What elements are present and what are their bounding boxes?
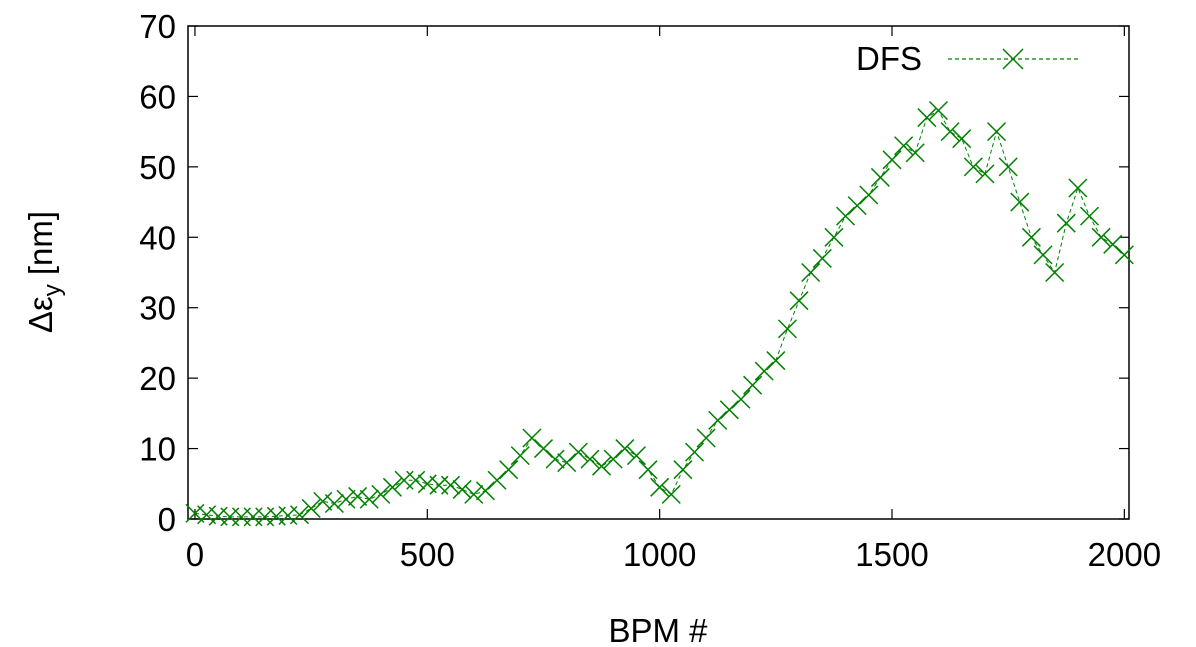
data-point xyxy=(1068,178,1088,198)
data-point xyxy=(499,460,519,480)
data-point xyxy=(859,185,879,205)
data-point xyxy=(615,439,635,459)
data-point xyxy=(510,446,530,466)
data-point xyxy=(313,491,333,511)
data-point xyxy=(882,150,902,170)
data-point xyxy=(348,486,368,506)
data-point xyxy=(870,167,890,187)
y-tick-label: 20 xyxy=(139,360,176,397)
legend-label-dfs: DFS xyxy=(856,40,922,77)
data-point xyxy=(1045,262,1065,283)
data-point xyxy=(359,489,379,509)
data-point xyxy=(801,262,821,283)
data-point xyxy=(731,389,751,409)
data-point xyxy=(382,477,402,497)
data-point xyxy=(592,456,612,476)
data-point xyxy=(580,449,600,469)
data-point xyxy=(963,157,983,177)
data-point xyxy=(696,428,716,448)
data-point xyxy=(1056,213,1076,233)
y-axis: 0 10 20 30 40 50 60 70 xyxy=(139,8,1129,538)
data-point xyxy=(301,498,321,518)
data-point xyxy=(777,319,797,339)
y-axis-label: Δεy [nm] xyxy=(22,211,66,333)
y-tick-label: 70 xyxy=(139,8,176,45)
data-point xyxy=(626,446,646,466)
data-point xyxy=(789,291,809,311)
data-point xyxy=(684,442,705,462)
y-tick-label: 30 xyxy=(139,290,176,327)
data-point xyxy=(940,122,960,142)
data-point xyxy=(975,164,995,184)
data-point xyxy=(952,129,972,149)
x-tick-label: 0 xyxy=(186,536,204,573)
x-axis-label: BPM # xyxy=(608,612,708,647)
series-line-dfs xyxy=(194,109,1125,518)
data-point xyxy=(1021,227,1041,247)
data-point xyxy=(638,460,658,480)
data-point xyxy=(1033,245,1053,265)
data-point xyxy=(336,489,356,509)
x-axis: 0 500 1000 1500 2000 xyxy=(186,26,1161,573)
data-point xyxy=(673,460,693,480)
data-point xyxy=(766,351,786,371)
data-point xyxy=(1091,227,1111,247)
data-point xyxy=(371,484,391,504)
y-tick-label: 60 xyxy=(139,78,176,115)
y-tick-label: 50 xyxy=(139,149,176,186)
data-point xyxy=(324,493,344,514)
data-point xyxy=(812,248,832,268)
data-point xyxy=(452,479,472,499)
data-point xyxy=(441,475,461,495)
data-point xyxy=(545,449,565,469)
legend: DFS xyxy=(856,40,1078,77)
data-point xyxy=(568,442,588,462)
y-tick-label: 10 xyxy=(139,431,176,468)
data-point xyxy=(894,136,914,156)
data-point xyxy=(928,100,949,121)
x-tick-label: 500 xyxy=(400,536,455,573)
data-point xyxy=(406,470,426,490)
data-point xyxy=(661,484,681,504)
x-tick-label: 1500 xyxy=(855,536,928,573)
y-tick-label: 40 xyxy=(139,219,176,256)
data-point xyxy=(998,157,1018,177)
data-point xyxy=(1079,206,1100,226)
y-tick-label: 0 xyxy=(158,501,176,538)
plot-frame xyxy=(187,25,1130,520)
x-tick-label: 1000 xyxy=(623,536,696,573)
data-point xyxy=(1114,245,1134,265)
series-dfs xyxy=(185,100,1134,527)
data-point xyxy=(289,505,310,525)
data-point xyxy=(743,375,763,395)
data-point xyxy=(905,143,925,163)
legend-marker-dfs xyxy=(1002,48,1024,70)
data-point xyxy=(824,227,844,247)
data-point xyxy=(987,122,1007,142)
data-point xyxy=(917,108,937,128)
data-point xyxy=(1010,192,1030,212)
data-point xyxy=(464,484,484,504)
x-tick-label: 2000 xyxy=(1088,536,1161,573)
data-point xyxy=(650,477,670,497)
